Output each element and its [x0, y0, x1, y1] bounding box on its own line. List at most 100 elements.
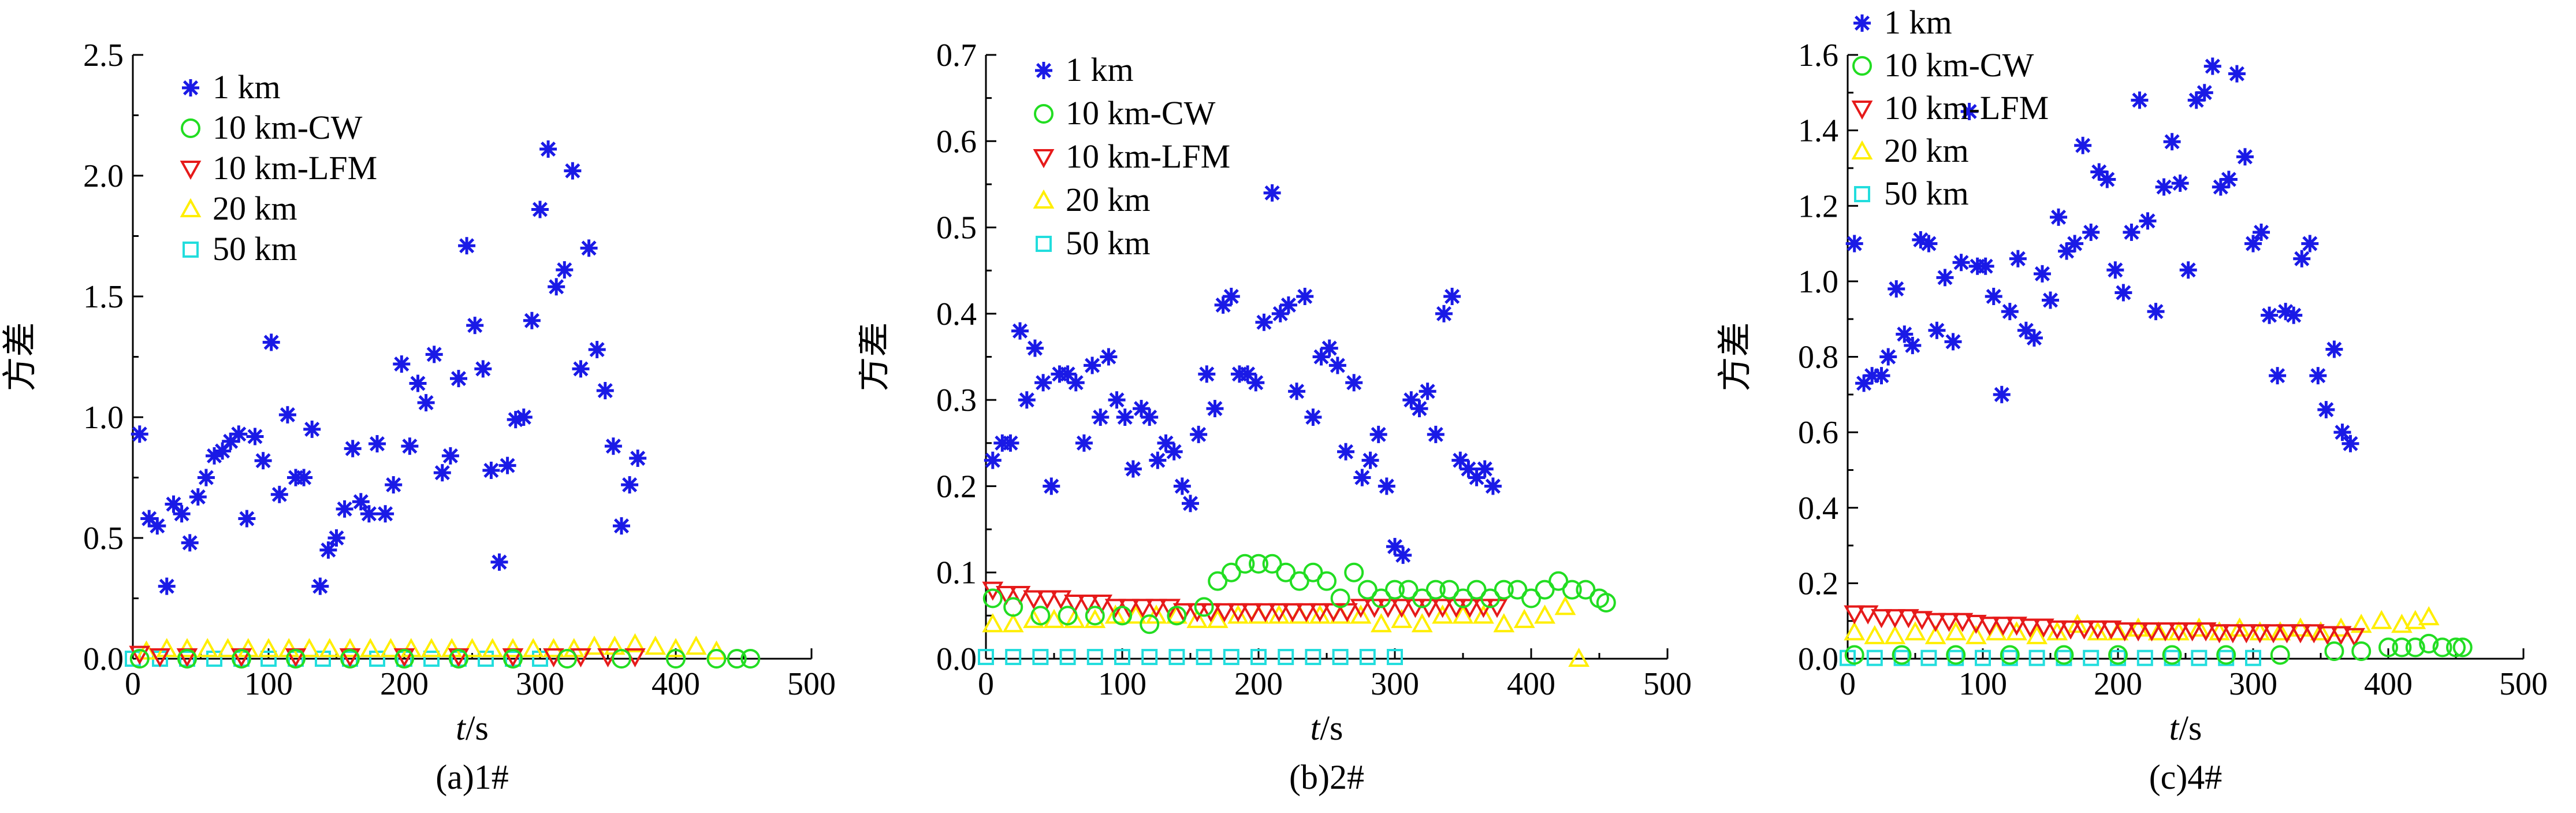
- x-axis-label: t/s: [2169, 709, 2202, 747]
- data-point: [149, 648, 171, 667]
- data-point: [401, 437, 419, 455]
- x-tick-label: 500: [2499, 666, 2548, 702]
- data-point: [2195, 622, 2217, 642]
- data-point: [1165, 443, 1183, 461]
- data-point: [984, 451, 1002, 469]
- data-point: [621, 476, 639, 494]
- data-point: [604, 437, 622, 455]
- data-point: [1904, 336, 1922, 354]
- data-point: [2060, 620, 2082, 640]
- data-point: [1378, 477, 1395, 495]
- data-point: [1227, 604, 1249, 624]
- data-point: [1034, 374, 1052, 392]
- data-point: [2249, 624, 2271, 644]
- data-point: [2136, 649, 2153, 666]
- data-point: [1435, 305, 1453, 322]
- data-point: [1288, 383, 1306, 400]
- data-point: [1108, 391, 1126, 409]
- data-point: [158, 577, 176, 595]
- data-point: [1371, 613, 1392, 633]
- data-point: [1844, 645, 1864, 665]
- data-point: [1084, 357, 1101, 374]
- data-point: [1030, 606, 1051, 626]
- data-point: [1945, 621, 1967, 641]
- data-point: [129, 645, 151, 665]
- data-point: [2303, 624, 2325, 644]
- data-point: [572, 360, 590, 378]
- data-point: [1896, 325, 1914, 343]
- chart-a-svg: 0 100 200 300 400 500 0.0 0.5 1.0 1.5 2.0 2.5 t/s 方差 (…: [1, 38, 836, 796]
- data-point: [1521, 588, 1541, 608]
- data-point: [1986, 621, 2007, 641]
- data-point: [1075, 434, 1093, 452]
- data-point: [665, 638, 687, 658]
- y-tick-label: 0.2: [1798, 566, 1838, 602]
- data-point: [1227, 603, 1249, 623]
- legend-marker: [181, 118, 200, 138]
- data-point: [2006, 621, 2027, 641]
- data-point: [645, 635, 667, 655]
- data-point: [1344, 562, 1364, 582]
- legend-label: 10 km-CW: [1884, 46, 2034, 84]
- data-point: [1018, 391, 1036, 409]
- data-point: [2370, 610, 2392, 629]
- data-point: [1965, 614, 1987, 634]
- y-tick-label: 1.0: [83, 400, 124, 436]
- data-point: [380, 638, 401, 658]
- data-point: [685, 635, 707, 655]
- data-point: [1086, 649, 1103, 666]
- data-point: [1369, 425, 1387, 443]
- data-point: [2009, 250, 2027, 268]
- data-point: [523, 311, 541, 329]
- data-point: [629, 450, 647, 467]
- data-point: [449, 649, 468, 669]
- data-point: [2446, 637, 2466, 658]
- y-tick-label: 0.1: [936, 555, 977, 591]
- data-point: [1562, 580, 1582, 600]
- data-point: [1239, 365, 1257, 383]
- data-point: [1924, 625, 1946, 644]
- data-point: [217, 638, 239, 658]
- data-point: [1432, 599, 1453, 618]
- legend-label: 1 km: [1066, 51, 1134, 88]
- data-point: [2236, 148, 2254, 166]
- data-point: [490, 553, 508, 571]
- data-point: [2344, 628, 2365, 647]
- data-point: [557, 649, 577, 669]
- data-point: [1357, 580, 1378, 600]
- data-point: [230, 425, 248, 443]
- data-point: [319, 638, 341, 658]
- data-point: [2147, 621, 2169, 641]
- data-point: [2330, 626, 2352, 645]
- data-point: [2033, 265, 2051, 283]
- data-point: [1114, 649, 1130, 666]
- data-point: [1247, 374, 1265, 392]
- series-1-km: [984, 184, 1502, 564]
- data-point: [1005, 649, 1022, 666]
- data-point: [270, 485, 288, 503]
- series-20-km: [982, 596, 1589, 667]
- data-point: [2106, 261, 2124, 279]
- data-point: [2050, 208, 2068, 226]
- data-point: [583, 635, 605, 655]
- data-point: [2317, 626, 2339, 645]
- data-point: [522, 638, 544, 658]
- data-point: [385, 476, 403, 494]
- data-point: [2001, 303, 2019, 321]
- data-point: [2378, 637, 2398, 658]
- data-point: [2229, 617, 2250, 637]
- data-point: [1182, 495, 1199, 513]
- series-1-km: [131, 140, 647, 595]
- data-point: [1116, 409, 1134, 426]
- data-point: [1494, 580, 1514, 600]
- legend-label: 50 km: [1884, 175, 1969, 212]
- data-point: [1946, 645, 1966, 665]
- chart-caption: (c)4#: [2149, 758, 2223, 796]
- x-axis-label-var: t: [456, 709, 466, 747]
- data-point: [1207, 608, 1229, 628]
- data-point: [1439, 580, 1460, 600]
- data-point: [2032, 618, 2054, 638]
- data-point: [1222, 288, 1240, 305]
- data-point: [1361, 451, 1379, 469]
- y-tick-label: 2.5: [83, 38, 124, 73]
